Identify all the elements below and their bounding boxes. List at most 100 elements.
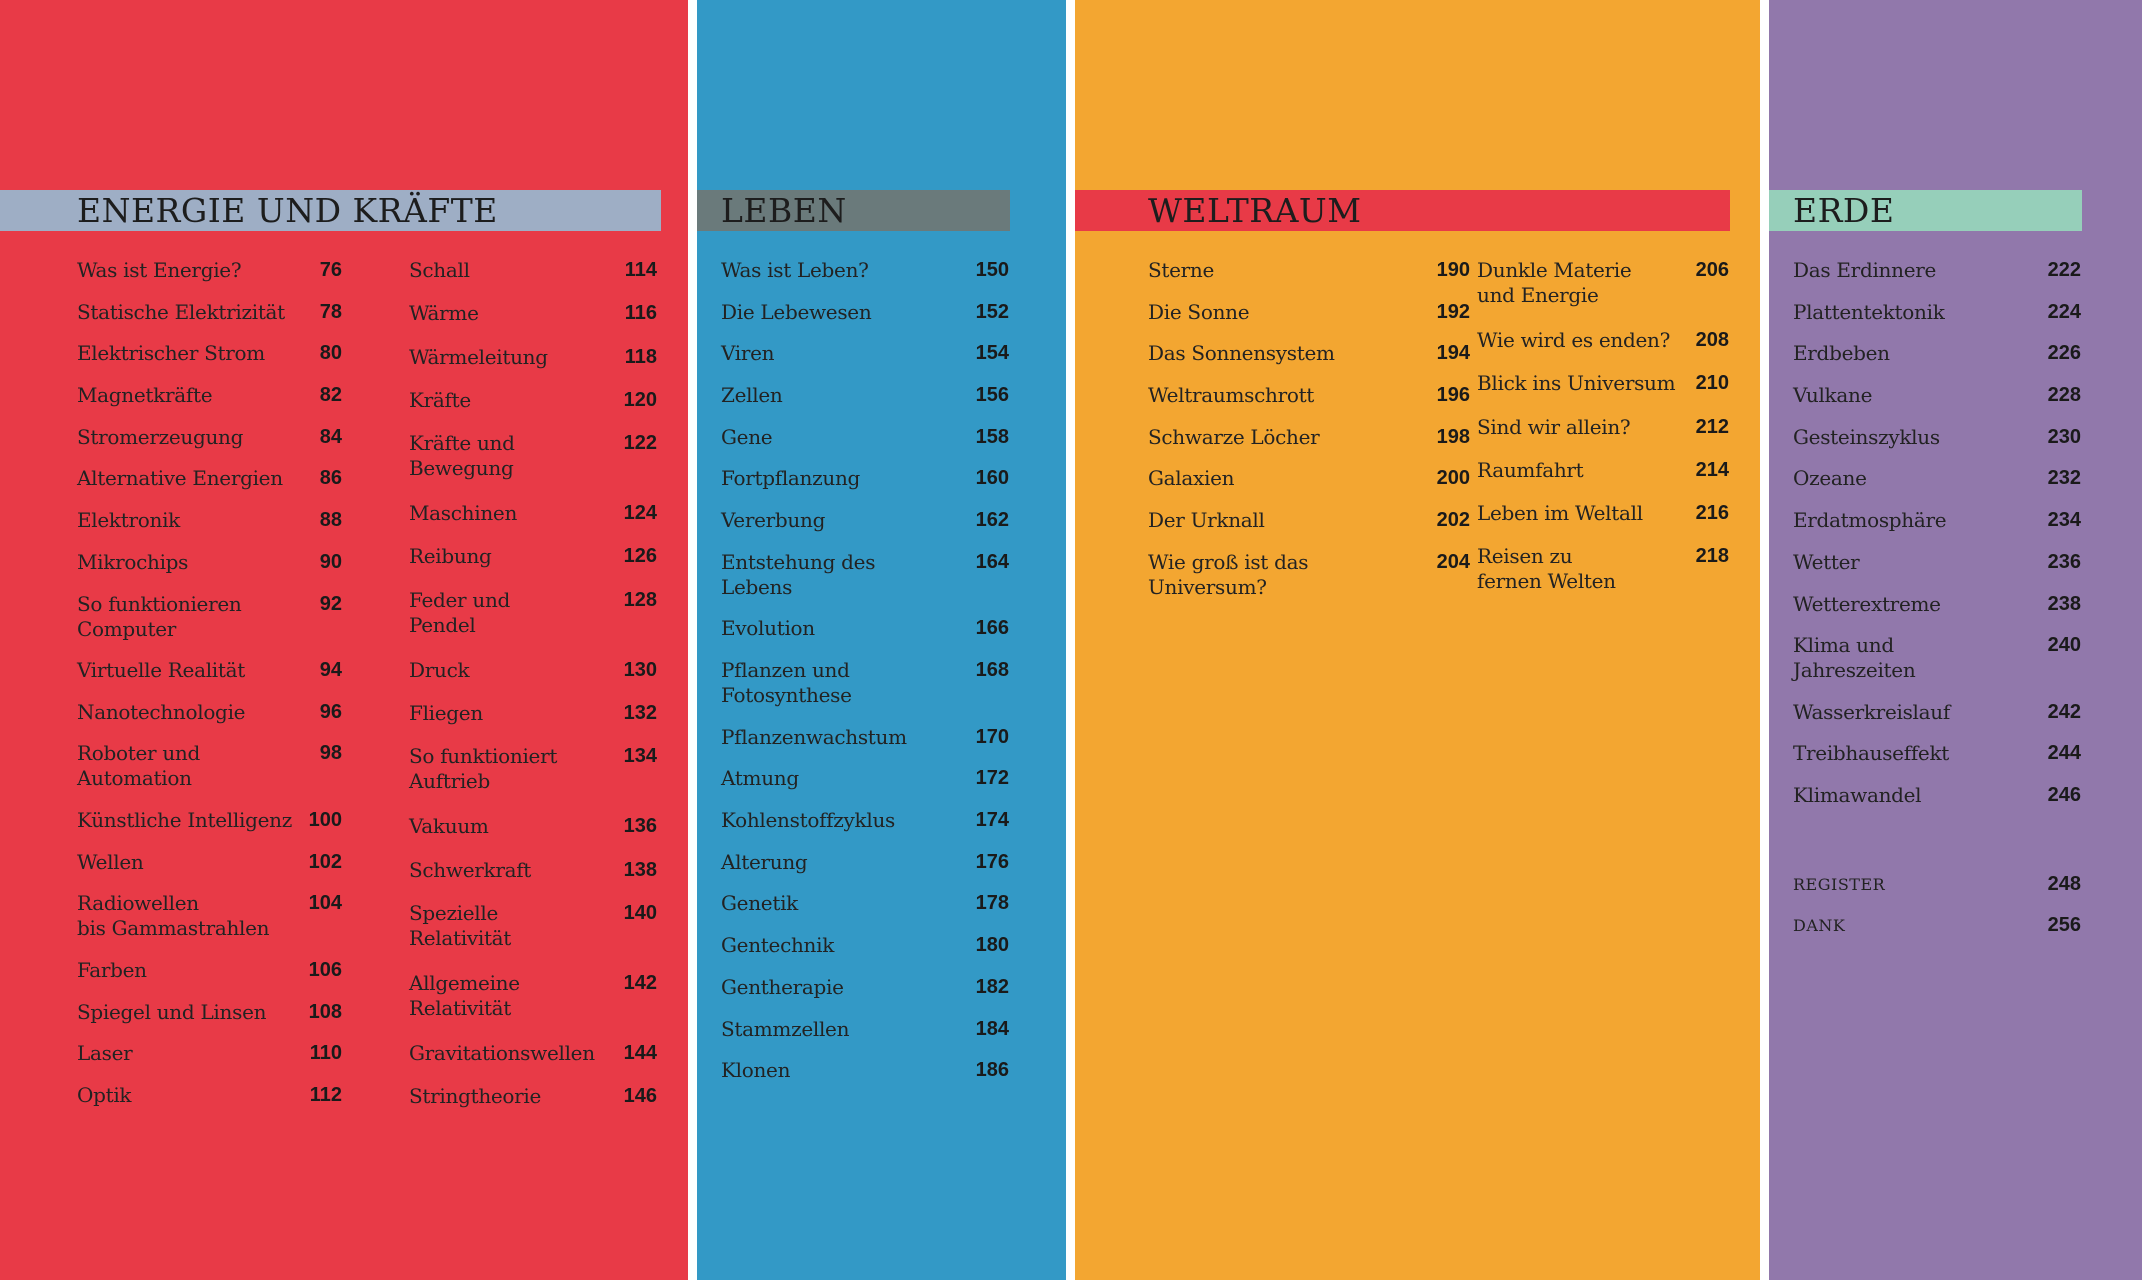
toc-entry-page: 106	[308, 959, 342, 982]
toc-entry-page: 134	[623, 745, 657, 768]
toc-entry: Gene 158	[721, 425, 1009, 467]
toc-entry: Atmung 172	[721, 766, 1009, 808]
toc-entry: Reisen zu fernen Welten 218	[1477, 544, 1729, 614]
toc-entry: Optik 112	[77, 1083, 342, 1125]
toc-entry-title: DANK	[1793, 916, 1846, 935]
toc-entry-title: Radiowellen bis Gammastrahlen	[77, 891, 270, 941]
toc-entry-title: Was ist Leben?	[721, 258, 869, 282]
toc-entry-title: Was ist Energie?	[77, 258, 242, 282]
toc-entry: Was ist Energie? 76	[77, 258, 342, 300]
toc-entry-title: Schwerkraft	[409, 857, 532, 882]
toc-entry-title: Der Urknall	[1148, 508, 1265, 533]
toc-entry-title: Wellen	[77, 849, 144, 874]
toc-entry-page: 100	[308, 809, 342, 832]
toc-entry: Elektronik 88	[77, 508, 342, 550]
toc-entry-page: 246	[2047, 784, 2081, 807]
toc-entry: Die Lebewesen 152	[721, 300, 1009, 342]
toc-entry-page: 98	[319, 742, 342, 765]
toc-entry-page: 204	[1436, 550, 1470, 573]
toc-entry-title: Elektronik	[77, 508, 180, 533]
toc-entry-page: 102	[308, 850, 342, 873]
toc-entry: Raumfahrt 214	[1477, 458, 1729, 501]
toc-entry-page: 180	[975, 934, 1009, 957]
toc-entry: Schwerkraft 138	[409, 858, 657, 901]
toc-entry-page: 154	[975, 342, 1009, 365]
toc-entry-page: 232	[2047, 467, 2081, 490]
toc-entry-page: 222	[2047, 259, 2081, 281]
toc-entry-page: 110	[309, 1042, 342, 1065]
toc-entry-title: Roboter und Automation	[77, 741, 200, 791]
toc-entry-page: 212	[1695, 415, 1729, 438]
toc-entry-title: Allgemeine Relativität	[409, 970, 520, 1020]
toc-entry: Spiegel und Linsen 108	[77, 1000, 342, 1042]
toc-entry-title: Elektrischer Strom	[77, 341, 265, 366]
toc-entry-page: 96	[319, 700, 342, 723]
toc-entry: Fliegen 132	[409, 701, 657, 744]
toc-entry-page: 208	[1695, 329, 1729, 351]
toc-entry-page: 240	[2047, 634, 2081, 657]
toc-entry: Stammzellen 184	[721, 1017, 1009, 1059]
toc-entry-page: 138	[623, 858, 657, 881]
toc-entry-page: 186	[975, 1059, 1009, 1082]
toc-entry-page: 124	[623, 502, 657, 525]
toc-entry: Roboter und Automation 98	[77, 741, 342, 808]
toc-entry: Pflanzen und Fotosynthese 168	[721, 658, 1009, 725]
toc-entry: Alternative Energien 86	[77, 466, 342, 508]
toc-entry-title: Klimawandel	[1793, 783, 1922, 808]
toc-entry-page: 202	[1436, 509, 1470, 532]
toc-entry-title: Wie wird es enden?	[1477, 328, 1671, 352]
toc-entry-title: Optik	[77, 1083, 132, 1108]
toc-entry-title: Plattentektonik	[1793, 299, 1945, 324]
toc-entry: Stromerzeugung 84	[77, 425, 342, 467]
toc-entry-page: 184	[975, 1017, 1009, 1040]
toc-entry-title: Das Sonnensystem	[1148, 341, 1335, 366]
toc-entry: Radiowellen bis Gammastrahlen 104	[77, 891, 342, 958]
toc-entry-title: Reisen zu fernen Welten	[1477, 544, 1616, 594]
toc-entry-title: Stammzellen	[721, 1016, 850, 1041]
toc-entry-page: 168	[975, 659, 1009, 682]
toc-entry-page: 118	[624, 345, 657, 368]
toc-entry-title: Farben	[77, 958, 147, 983]
toc-entry-page: 174	[975, 809, 1009, 832]
toc-entry-page: 164	[975, 550, 1009, 573]
toc-entry-page: 242	[2047, 700, 2081, 723]
toc-entry: Virtuelle Realität 94	[77, 658, 342, 700]
toc-entry-page: 214	[1695, 458, 1729, 481]
toc-entry: Dunkle Materie und Energie 206	[1477, 258, 1729, 328]
toc-entry-page: 150	[975, 259, 1009, 281]
toc-entry-title: So funktioniert Auftrieb	[409, 744, 558, 794]
toc-entry-page: 230	[2047, 425, 2081, 448]
toc-entry-title: Mikrochips	[77, 549, 189, 574]
toc-entry-page: 114	[624, 259, 657, 281]
toc-entry-title: Pflanzenwachstum	[721, 724, 907, 749]
toc-entry-page: 146	[623, 1085, 657, 1108]
toc-column-energie-1: Was ist Energie? 76 Statische Elektrizität…	[77, 258, 342, 1125]
toc-entry: Wetterextreme 238	[1793, 592, 2081, 634]
toc-entry-title: Vakuum	[409, 814, 489, 839]
toc-entry-title: Alternative Energien	[77, 466, 283, 491]
toc-entry-title: Genetik	[721, 891, 798, 916]
toc-entry-page: 192	[1436, 300, 1470, 323]
toc-entry-page: 84	[319, 425, 342, 448]
toc-entry-title: Atmung	[721, 766, 799, 791]
toc-entry-title: Dunkle Materie und Energie	[1477, 258, 1632, 307]
toc-entry-page: 238	[2047, 592, 2081, 615]
toc-entry-title: Treibhauseffekt	[1793, 741, 1950, 766]
toc-entry: Vakuum 136	[409, 814, 657, 857]
toc-entry-page: 236	[2047, 550, 2081, 573]
toc-entry-title: Gravitationswellen	[409, 1040, 595, 1065]
toc-entry-page: 94	[319, 659, 342, 682]
toc-entry-title: Alterung	[721, 849, 808, 874]
toc-entry-page: 78	[319, 300, 342, 323]
toc-entry: So funktionieren Computer 92	[77, 592, 342, 659]
toc-entry-page: 116	[624, 302, 657, 325]
toc-entry-title: Schwarze Löcher	[1148, 424, 1320, 449]
section-leben: LEBEN Was ist Leben? 150 Die Lebewesen 152 V…	[697, 0, 1066, 1280]
toc-entry: Gravitationswellen 144	[409, 1041, 657, 1084]
toc-entry: Galaxien 200	[1148, 466, 1470, 508]
toc-entry-title: Reibung	[409, 544, 492, 569]
toc-entry: Schwarze Löcher 198	[1148, 425, 1470, 467]
toc-entry: Blick ins Universum 210	[1477, 371, 1729, 414]
toc-entry-page: 190	[1436, 259, 1470, 281]
toc-entry-page: 152	[975, 300, 1009, 323]
